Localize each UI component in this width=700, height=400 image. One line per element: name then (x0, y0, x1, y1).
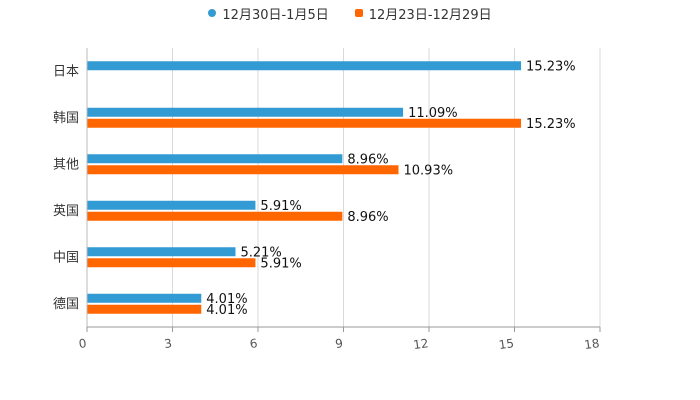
y-category-label: 德国 (53, 297, 79, 312)
bar-1[interactable] (87, 154, 343, 164)
grid-lines (172, 48, 601, 327)
x-tick-label: 12 (412, 336, 429, 352)
bar-2[interactable] (87, 165, 399, 175)
data-label: 5.21% (240, 245, 281, 260)
data-label: 11.09% (408, 106, 458, 121)
y-category-label: 日本 (53, 64, 79, 79)
data-label: 4.01% (206, 303, 247, 318)
data-label: 15.23% (526, 117, 576, 132)
x-tick-label: 6 (249, 336, 259, 351)
data-label: 4.01% (206, 292, 247, 307)
bar-2[interactable] (87, 118, 522, 128)
bar-1[interactable] (87, 247, 236, 257)
x-tick-label: 3 (163, 336, 173, 351)
legend-item-series-1[interactable]: 12月30日-1月5日 (208, 4, 329, 23)
bar-1[interactable] (87, 61, 522, 71)
bar-2[interactable] (87, 258, 256, 268)
data-label: 8.96% (347, 152, 388, 167)
bar-2[interactable] (87, 304, 202, 314)
y-category-label: 中国 (53, 250, 79, 265)
data-label: 15.23% (526, 59, 576, 74)
legend-label-series-1: 12月30日-1月5日 (222, 7, 329, 23)
bars (87, 61, 522, 314)
y-category-label: 韩国 (53, 111, 79, 126)
x-tick-label: 15 (498, 336, 515, 352)
bar-1[interactable] (87, 293, 202, 303)
bar-1[interactable] (87, 200, 256, 210)
x-tick-label: 0 (78, 336, 88, 351)
legend: 12月30日-1月5日 12月23日-12月29日 (0, 4, 700, 23)
y-category-label: 英国 (53, 204, 79, 219)
x-tick-label: 18 (583, 336, 600, 352)
data-label: 10.93% (404, 163, 454, 178)
data-label: 5.91% (260, 256, 301, 271)
bar-1[interactable] (87, 107, 404, 117)
legend-item-series-2[interactable]: 12月23日-12月29日 (354, 4, 492, 23)
legend-marker-square-icon (354, 9, 363, 17)
legend-marker-circle-icon (208, 9, 217, 17)
data-labels: 15.23% 11.09% 15.23% 8.96% 10.93% 5.91% 8.96% 5… (206, 59, 575, 318)
x-tick-label: 9 (334, 336, 344, 351)
data-label: 8.96% (347, 210, 388, 225)
y-category-label: 其他 (53, 157, 79, 172)
bar-2[interactable] (87, 211, 343, 221)
data-label: 5.91% (260, 199, 301, 214)
legend-label-series-2: 12月23日-12月29日 (368, 7, 492, 23)
